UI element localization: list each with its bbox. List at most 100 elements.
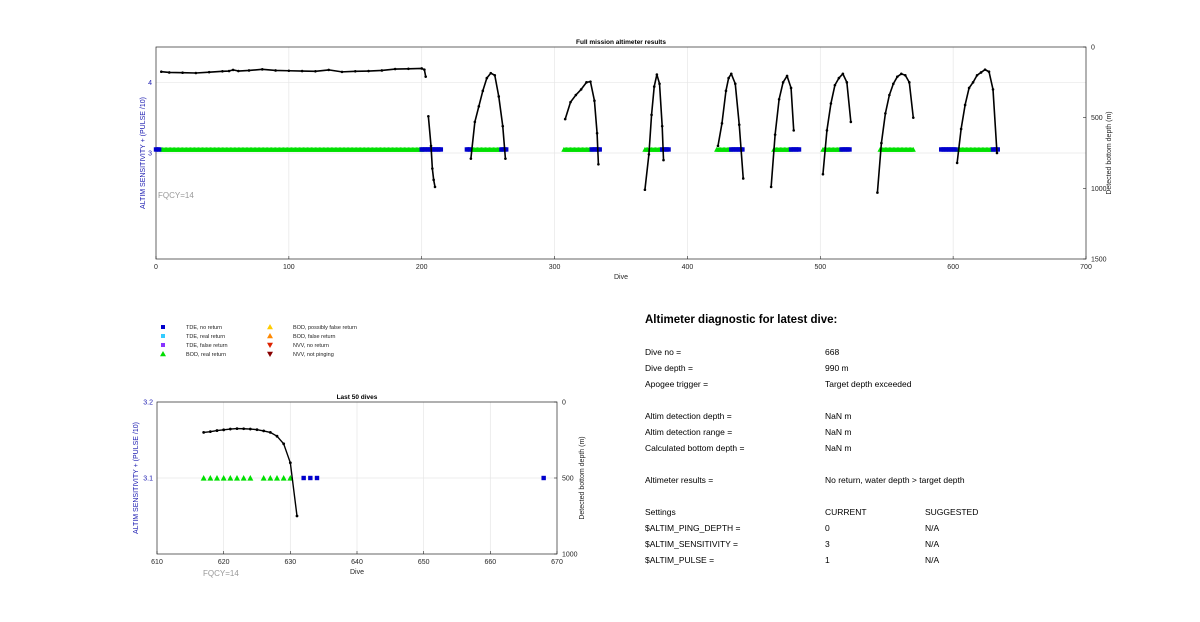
bottom-depth-point: [991, 88, 995, 91]
tde-no-return-marker: [438, 147, 444, 152]
bottom-depth-point: [181, 71, 184, 75]
bottom-depth-point: [569, 100, 572, 104]
bottom-depth-point: [367, 69, 370, 73]
bottom-depth-point: [247, 69, 251, 72]
tde-no-return-marker: [597, 147, 602, 152]
x-tick-label: 0: [154, 264, 158, 271]
bottom-depth-point: [908, 81, 911, 84]
bottom-depth-point: [262, 429, 266, 433]
plot-frame: [156, 401, 558, 555]
y-right-tick-label: 500: [562, 476, 574, 483]
bod-real-return-marker: [227, 475, 234, 481]
legend-label: NVV, no return: [293, 343, 329, 349]
y-right-tick-label: 1000: [562, 552, 578, 559]
bottom-depth-point: [477, 105, 481, 108]
y-left-tick-label: 3.2: [143, 400, 153, 407]
bottom-depth-point: [841, 72, 845, 76]
bottom-depth-point: [833, 83, 837, 87]
bottom-depth-point: [231, 68, 235, 72]
bottom-depth-point: [658, 82, 661, 86]
chart-title: Full mission altimeter results: [576, 39, 666, 46]
legend-marker-triangle-down: [267, 342, 273, 348]
bottom-depth-point: [733, 82, 737, 86]
tde-no-return-marker: [504, 147, 509, 152]
bottom-depth-point: [194, 71, 198, 75]
apogee-trigger-label: Apogee trigger =: [645, 379, 709, 389]
legend-label: TDE, real return: [186, 334, 225, 340]
x-tick-label: 650: [418, 559, 430, 566]
bottom-depth-point: [260, 68, 264, 71]
bod-real-return-marker: [200, 475, 207, 481]
bottom-depth-point: [781, 81, 785, 84]
tde-no-return-marker: [308, 475, 313, 481]
bod-real-return-marker: [910, 146, 916, 152]
bottom-depth-point: [473, 120, 477, 124]
bottom-depth-point: [427, 114, 430, 118]
bottom-depth-point: [353, 70, 357, 73]
bottom-depth-point: [295, 514, 299, 518]
bottom-depth-point: [423, 68, 426, 71]
bottom-depth-point: [995, 151, 999, 155]
calculated-bottom-depth-label: Calculated bottom depth =: [645, 443, 745, 453]
bod-real-return-marker: [260, 475, 267, 481]
bottom-depth-point: [160, 70, 163, 74]
bottom-depth-point: [825, 129, 829, 132]
bottom-depth-point: [896, 75, 899, 78]
tde-no-return-marker: [541, 475, 546, 481]
setting-pulse-current: 1: [825, 555, 830, 565]
tde-no-return-marker: [467, 147, 473, 152]
y-left-axis-label: ALTIM SENSITIVITY + (PULSE /10): [133, 422, 140, 534]
bottom-depth-point: [314, 70, 317, 73]
bottom-depth-point: [662, 158, 665, 162]
legend-marker-triangle-up: [267, 333, 273, 339]
bottom-depth-point: [773, 133, 777, 136]
bod-real-return-marker: [234, 475, 240, 481]
bottom-depth-point: [287, 69, 291, 73]
bottom-depth-point: [955, 161, 959, 165]
x-tick-label: 100: [283, 264, 295, 271]
setting-ping-depth-current: 0: [825, 523, 830, 533]
bottom-depth-point: [979, 71, 983, 74]
bottom-depth-point: [504, 157, 507, 160]
bottom-depth-point: [242, 427, 246, 431]
y-right-axis-label: Detected bottom depth (m): [1106, 111, 1113, 194]
bottom-depth-point: [585, 81, 588, 84]
setting-sensitivity-suggested: N/A: [925, 539, 940, 549]
legend-marker-triangle-up: [267, 324, 273, 330]
bottom-depth-point: [845, 81, 849, 84]
y-left-tick-label: 3: [148, 151, 152, 158]
x-tick-label: 600: [947, 264, 959, 271]
bottom-depth-line: [470, 72, 507, 159]
bottom-depth-point: [792, 129, 796, 132]
y-right-tick-label: 0: [1091, 45, 1095, 52]
bottom-depth-point: [720, 122, 724, 125]
setting-sensitivity-current: 3: [825, 539, 830, 549]
bottom-depth-point: [274, 69, 277, 72]
x-tick-label: 700: [1080, 264, 1092, 271]
bottom-depth-point: [593, 99, 596, 103]
bod-real-return-marker: [220, 475, 227, 481]
setting-ping-depth-suggested: N/A: [925, 523, 940, 533]
x-tick-label: 630: [284, 559, 296, 566]
bottom-depth-point: [729, 72, 733, 76]
bottom-depth-point: [327, 68, 331, 72]
x-axis-label: Dive: [614, 274, 628, 281]
bottom-depth-point: [221, 70, 224, 73]
altimeter-results-label: Altimeter results =: [645, 475, 714, 485]
bottom-depth-point: [655, 73, 659, 76]
tde-no-return-marker: [156, 147, 162, 152]
bottom-depth-point: [884, 112, 887, 115]
bottom-depth-point: [469, 157, 473, 160]
bottom-depth-point: [737, 123, 741, 127]
y-left-tick-label: 3.1: [143, 476, 153, 483]
diagnostic-title: Altimeter diagnostic for latest dive:: [645, 314, 838, 326]
bod-real-return-marker: [274, 475, 280, 481]
y-left-axis-label: ALTIM SENSITIVITY + (PULSE /10): [140, 97, 147, 209]
bottom-depth-point: [785, 74, 789, 78]
bottom-depth-point: [207, 70, 211, 74]
bottom-depth-point: [268, 431, 272, 434]
dive-depth-value: 990 m: [825, 363, 849, 373]
bottom-depth-line: [876, 73, 915, 193]
tde-no-return-marker: [301, 475, 306, 481]
x-tick-label: 200: [416, 264, 428, 271]
